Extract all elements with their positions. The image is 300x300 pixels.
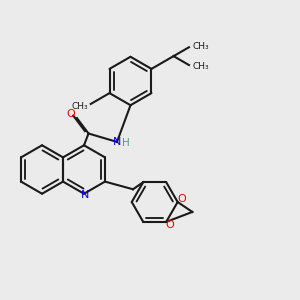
Text: O: O xyxy=(67,109,75,119)
Text: O: O xyxy=(177,194,186,204)
Text: N: N xyxy=(113,137,121,147)
Text: N: N xyxy=(80,190,89,200)
Text: CH₃: CH₃ xyxy=(72,102,88,111)
Text: CH₃: CH₃ xyxy=(192,62,208,71)
Text: H: H xyxy=(122,138,129,148)
Text: CH₃: CH₃ xyxy=(192,41,208,50)
Text: O: O xyxy=(165,220,174,230)
